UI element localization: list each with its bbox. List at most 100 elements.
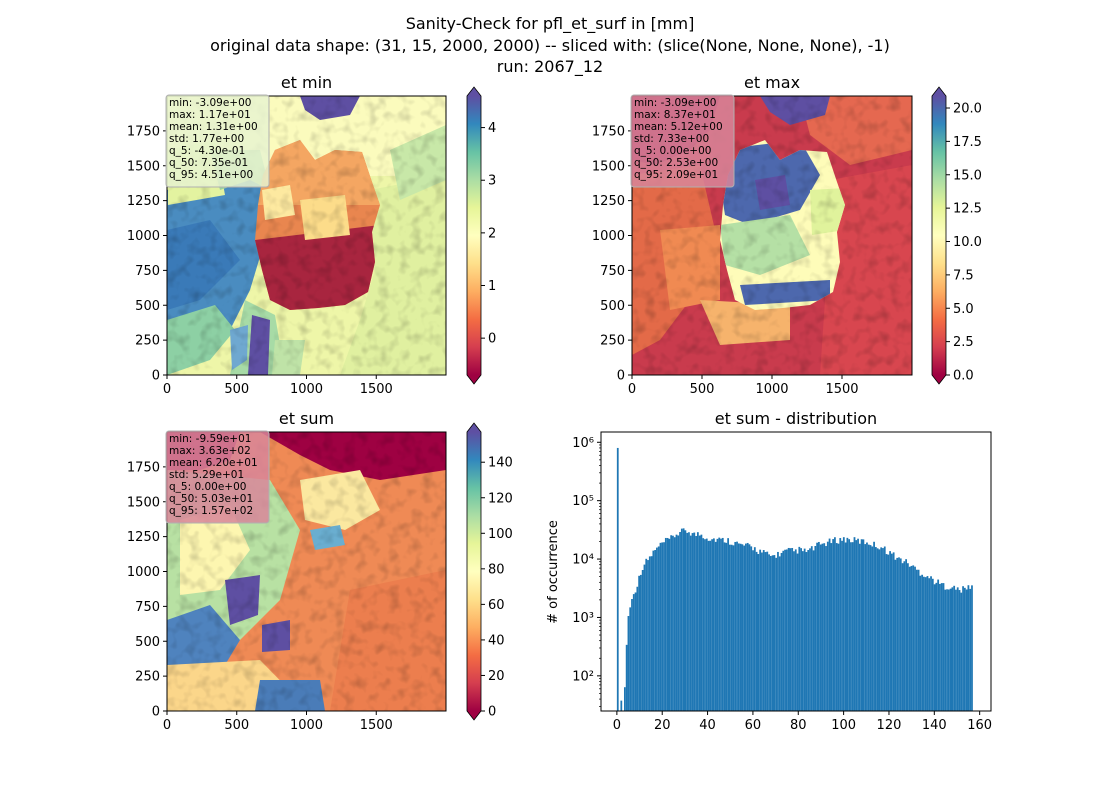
histogram-bar [732,545,735,711]
colorbar-tick-label: 15.0 [953,168,982,183]
histogram-bar [718,537,721,711]
histogram-bar [663,542,665,711]
y-tick-label: 1500 [127,495,160,510]
y-tick-label: 750 [135,264,160,279]
colorbar-extend-max [932,87,946,96]
histogram-bar [958,590,961,711]
histogram-bar [960,592,963,711]
histogram-bar [679,532,681,711]
histogram-bar [826,541,829,711]
stats-line: min: -3.09e+00 [169,97,251,109]
stats-line: max: 3.63e+02 [169,445,251,457]
colorbar-tick-label: 20 [488,669,505,684]
histogram-bar [675,534,678,711]
histogram-bar [830,543,833,711]
histogram-bar [926,576,929,711]
histogram-bar [899,558,902,711]
colorbar-tick-label: 60 [488,598,505,613]
axes-frame [600,431,992,712]
histogram-bar [696,532,699,711]
y-tick-label: 1000 [592,229,625,244]
stats-line: std: 7.33e+00 [634,133,709,145]
y-tick-label: 500 [135,635,160,650]
x-tick-label: 500 [224,718,249,733]
colorbar-tick-label: 4 [488,121,496,136]
histogram-bar [794,549,797,711]
histogram-bar [634,592,637,711]
y-tick-label: 250 [600,334,625,349]
histogram-bar [645,558,648,711]
histogram-bar [680,528,683,711]
histogram-bar [659,542,662,711]
histogram-bar [695,535,697,711]
histogram-bar [641,569,644,711]
histogram-bar [890,553,893,711]
histogram-bar [787,547,790,711]
y-axis-label: # of occurrence [546,520,561,624]
y-tick-label: 0 [617,369,625,384]
histogram-bar [723,542,726,711]
histogram-bar [648,556,651,711]
histogram-bar [963,587,966,711]
x-tick-label: 160 [967,718,992,733]
x-tick-label: 0 [163,382,171,397]
histogram-bar [730,544,733,711]
histogram-bar [896,557,899,711]
x-axis: 0 500 1000 1500 [628,375,859,397]
histogram-bar [971,585,973,711]
histogram-bar [670,535,673,711]
x-tick-label: 500 [690,382,715,397]
histogram-bar [778,556,781,711]
colorbar: 0 1 2 3 4 [466,86,496,385]
colorbar-tick-label: 40 [488,633,505,648]
y-tick-label: 1750 [127,460,160,475]
histogram-bar [842,537,845,711]
stats-line: q_50: 7.35e-01 [169,157,248,169]
x-tick-label: 1000 [755,382,788,397]
colorbar-gradient [467,432,481,711]
histogram-bar [661,542,664,711]
colorbar-extend-min [932,375,946,384]
histogram-bar [801,551,804,711]
stats-box-frame [165,430,270,524]
x-tick-label: 20 [654,718,671,733]
histogram-bar [709,540,712,711]
histogram-bar [832,539,835,711]
histogram-bar [636,586,639,711]
stats-line: std: 5.29e+01 [169,469,244,481]
histogram-bar [855,540,858,711]
histogram-bar [882,548,884,711]
histogram-bar [700,534,703,711]
histogram-bar [734,541,737,711]
histogram-bar [789,548,792,711]
histogram-bar [846,537,849,711]
histogram-bar [819,544,822,711]
histogram-bar [949,588,952,711]
y-tick-label: 1250 [127,194,160,209]
y-tick-label: 1750 [127,124,160,139]
stats-line: q_95: 1.57e+02 [169,505,253,517]
histogram-bar [866,542,868,711]
histogram-bar [937,579,940,711]
histogram-bar [940,583,943,711]
histogram-bar [725,542,728,711]
y-tick-label: 1250 [127,530,160,545]
histogram-bar [686,532,689,711]
histogram-bar [777,551,779,711]
histogram-bar [743,545,746,711]
y-axis: 10² 10³ 10⁴ 10⁵ 10⁶ [572,436,601,707]
histogram-bar [930,576,932,711]
histogram-bar [867,544,870,711]
histogram-bar [853,537,856,711]
histogram-bar [931,578,934,711]
histogram-bar [780,552,783,711]
colorbar-outline [466,86,482,385]
y-tick-label: 0 [152,705,160,720]
histogram-bar [748,544,751,711]
colorbar-gradient [932,96,946,375]
colorbar: 0 20 40 60 80 100 120 140 [466,422,513,721]
histogram-bar [668,538,671,711]
histogram-bar [793,551,795,711]
